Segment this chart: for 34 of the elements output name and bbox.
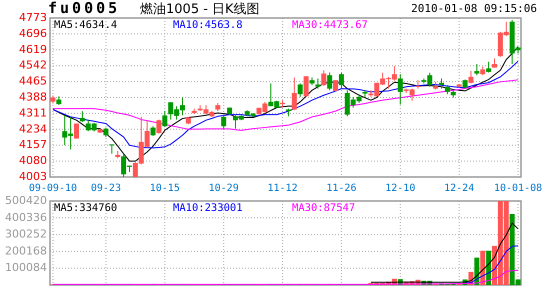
y-tick-label: 4619 <box>19 42 47 56</box>
y-tick-label: 500420 <box>5 194 47 208</box>
x-tick-label: 10-29 <box>208 183 239 194</box>
x-tick-label: 10-15 <box>150 183 180 194</box>
x-tick-label: 09-23 <box>90 183 121 194</box>
x-tick-label: 12-24 <box>444 183 474 194</box>
y-tick-label: 4388 <box>19 90 47 104</box>
y-tick-label: 100084 <box>5 261 47 274</box>
y-tick-label: 4234 <box>19 122 47 136</box>
y-tick-label: 200168 <box>5 244 47 258</box>
y-tick-label: 400336 <box>5 210 47 224</box>
text: 2010-01-08 09:15:06 <box>411 2 537 15</box>
x-tick-label: 11-26 <box>326 183 356 194</box>
y-tick-label: 4773 <box>19 11 47 24</box>
text: MA10:4563.8 <box>173 19 243 31</box>
chart-title: 燃油1005 - 日K线图 <box>140 2 260 17</box>
x-tick-label: 12-10 <box>385 183 416 194</box>
y-tick-label: 4157 <box>19 138 47 152</box>
text: MA5:334760 <box>54 202 118 214</box>
x-tick-label: 11-12 <box>268 183 298 194</box>
x-tick-label: 10-01-08 <box>494 183 542 194</box>
y-tick-label: 4465 <box>19 74 47 88</box>
y-tick-label: 4542 <box>19 58 47 72</box>
y-tick-label: 4696 <box>19 26 47 40</box>
y-tick-label: 300252 <box>5 228 47 241</box>
text: MA10:233001 <box>173 202 243 214</box>
y-tick-label: 4311 <box>19 106 47 120</box>
y-tick-label: 4003 <box>19 170 47 184</box>
x-tick-label: 09-09-10 <box>28 183 78 194</box>
y-tick-label: 4080 <box>19 154 47 168</box>
text: MA5:4634.4 <box>54 19 118 31</box>
text: MA30:4473.67 <box>292 19 368 31</box>
chart-subtitle: fu0005 <box>48 0 120 17</box>
text: MA30:87547 <box>292 202 356 214</box>
